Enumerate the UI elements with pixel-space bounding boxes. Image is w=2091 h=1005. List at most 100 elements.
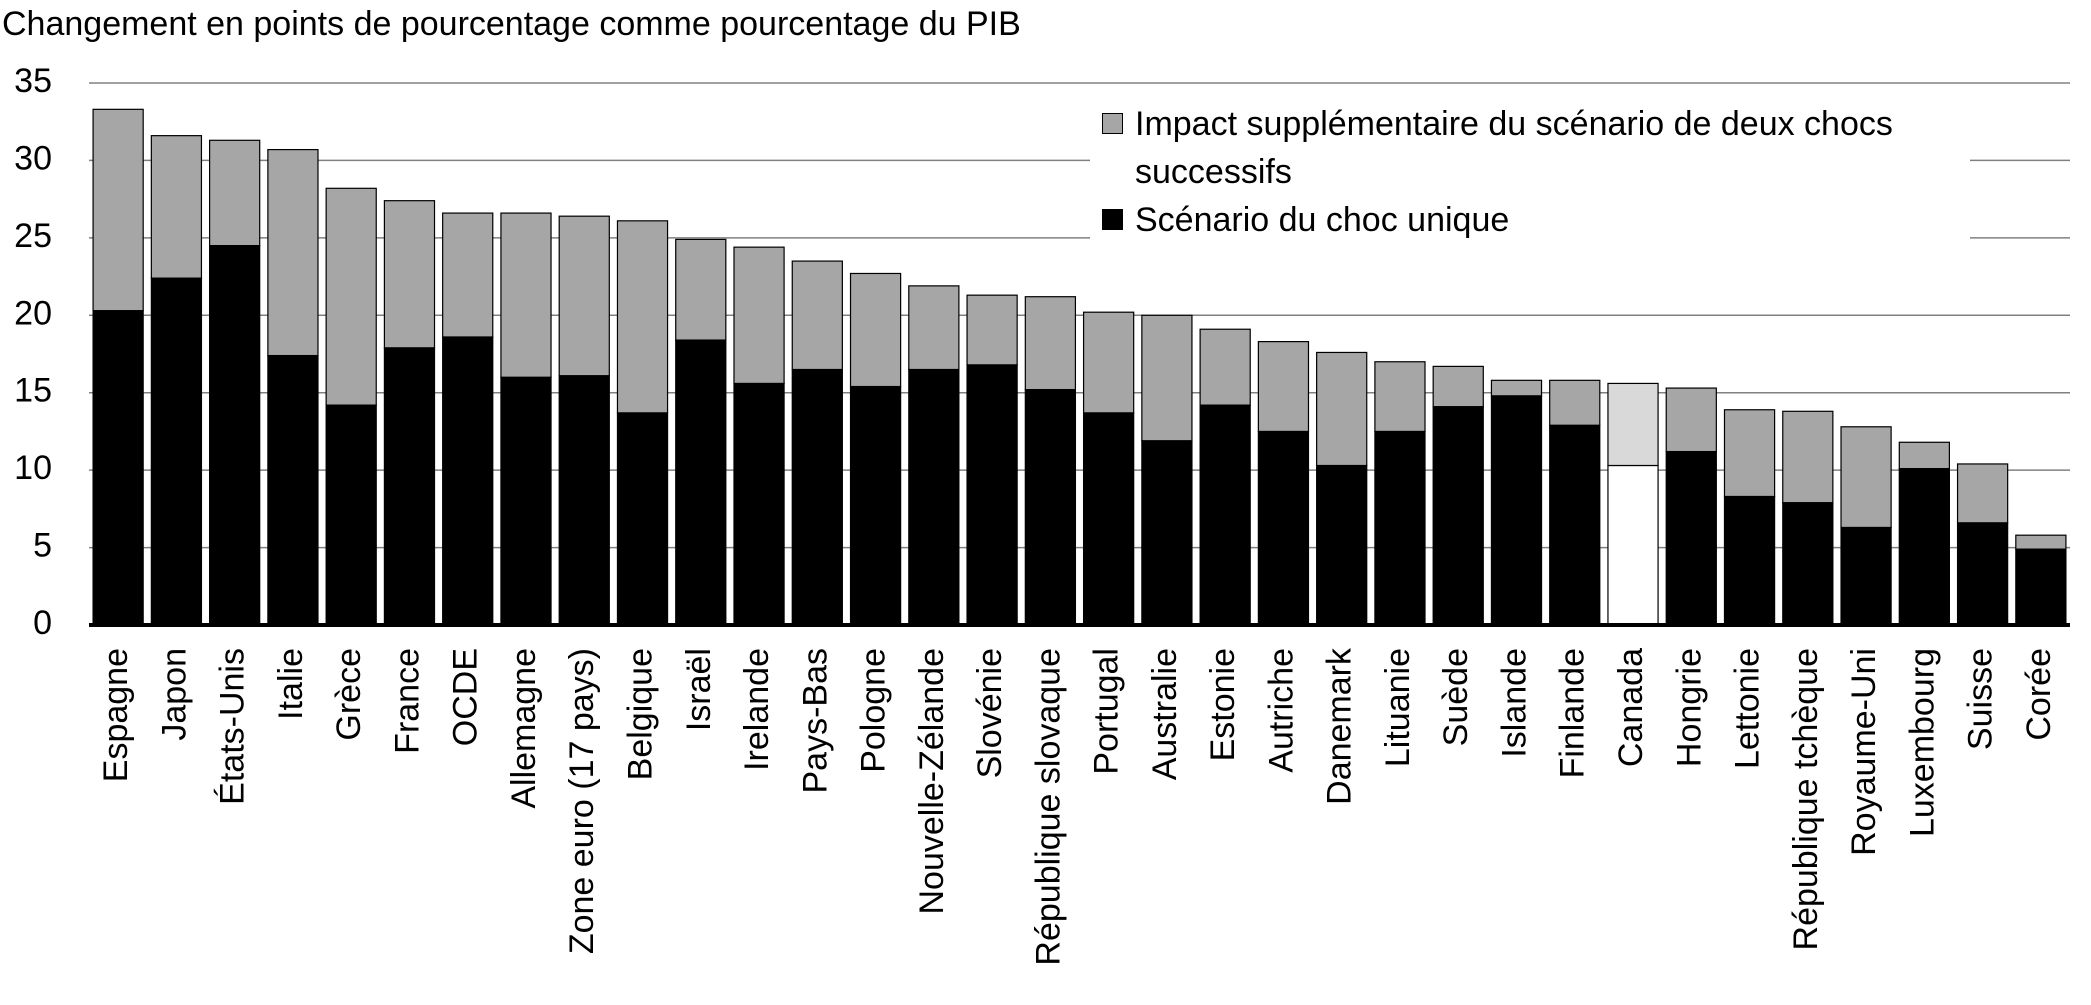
bar-segment [1490,379,1543,397]
bar-segment [558,215,610,377]
bar-segment [1257,430,1310,626]
bar-segment [558,375,610,626]
x-tick-label: Grèce [330,648,368,741]
bar-segment [791,260,843,371]
bar-segment [1956,463,2009,524]
bar-segment [1141,314,1193,442]
bar-segment [1549,379,1601,426]
bar-segment [675,238,727,341]
bar-segment [733,246,785,385]
x-tick-label: Lettonie [1729,648,1767,769]
bar-segment [500,376,552,626]
y-tick-label: 20 [14,294,52,332]
bar-segment [1141,440,1193,626]
legend-item: Scénario du choc unique [1090,196,1965,244]
x-tick-label: Espagne [97,648,135,782]
x-tick-label: Slovénie [971,648,1009,778]
bar-segment [1374,361,1426,433]
x-tick-label: Zone euro (17 pays) [563,648,601,954]
x-tick-label: Irelande [738,648,776,771]
x-tick-label: Royaume-Uni [1845,648,1883,856]
x-tick-label: États-Unis [214,648,252,805]
bar-segment [1082,412,1135,626]
bar-segment [267,354,319,626]
bar-segment [966,294,1018,366]
bar-segment [1665,450,1717,626]
bar-segment [92,310,144,626]
bar-segment [267,148,319,357]
bar-segment [1956,522,2009,626]
bar-segment [1374,430,1426,626]
bar-segment [908,368,960,626]
x-tick-label: Pologne [855,648,893,773]
bar-segment [1024,296,1077,391]
bar-segment [150,135,203,279]
bar-segment [442,336,494,626]
x-tick-label: Finlande [1554,648,1592,778]
legend-swatch [1102,209,1123,230]
x-tick-label: Belgique [621,648,659,780]
bar-segment [2015,534,2067,550]
bar-segment [966,364,1018,626]
legend-item: Impact supplémentaire du scénario de deu… [1090,100,1965,196]
legend: Impact supplémentaire du scénario de deu… [1090,100,1970,248]
bar-segment [325,404,377,626]
x-tick-label: Danemark [1321,647,1359,805]
bar-segment [675,339,727,626]
x-tick-label: Suède [1437,648,1475,746]
bar-segment [616,412,669,626]
bar-segment [1199,404,1251,626]
bar-segment [1723,495,1776,626]
bar-segment [150,277,203,626]
x-tick-label: République slovaque [1029,648,1067,966]
bar-segment [1607,382,1659,467]
x-tick-label: République tchèque [1787,648,1825,950]
x-tick-label: Islande [1495,648,1533,758]
bar-segment [1024,389,1077,626]
bar-segment [1490,395,1543,626]
x-tick-label: OCDE [447,648,485,746]
bar-segment [1840,526,1892,626]
bar-segment [1082,311,1135,414]
x-tick-label: Portugal [1088,648,1126,775]
x-tick-label: Estonie [1204,648,1242,761]
bar-segment [1723,409,1776,498]
bar-segment [849,385,902,626]
x-tick-label: Pays-Bas [796,648,834,794]
x-tick-label: Nouvelle-Zélande [913,648,951,915]
x-tick-label: Corée [2020,648,2058,741]
legend-label: Scénario du choc unique [1135,201,1510,239]
bar-segment [1316,351,1368,467]
bar-segment [209,245,261,626]
legend-swatch [1102,113,1123,134]
bar-segment [1782,410,1834,504]
bar-segment [1665,387,1717,453]
bar-segment [442,212,494,338]
bar-segment [1898,467,1950,626]
bar-segment [1316,464,1368,626]
x-tick-label: France [388,648,426,754]
x-tick-label: Suisse [1962,648,2000,750]
bar-segment [1549,424,1601,626]
bar-segment [500,212,552,378]
x-tick-label: Allemagne [505,648,543,809]
bar-segment [383,347,436,626]
bar-segment [791,368,843,626]
y-tick-label: 0 [33,604,52,642]
y-tick-label: 10 [14,449,52,487]
y-tick-label: 5 [33,527,52,565]
y-tick-label: 25 [14,217,52,255]
chart-title: Changement en points de pourcentage comm… [2,5,1021,43]
bar-segment [383,200,436,349]
bar-segment [2015,548,2067,626]
x-tick-label: Israël [680,648,718,731]
bar-segment [209,139,261,247]
bar-segment [616,220,669,414]
bar-segment [1782,502,1834,626]
x-tick-label: Hongrie [1670,648,1708,767]
x-tick-label: Lituanie [1379,648,1417,767]
bar-segment [92,108,144,312]
bar-segment [1257,341,1310,433]
